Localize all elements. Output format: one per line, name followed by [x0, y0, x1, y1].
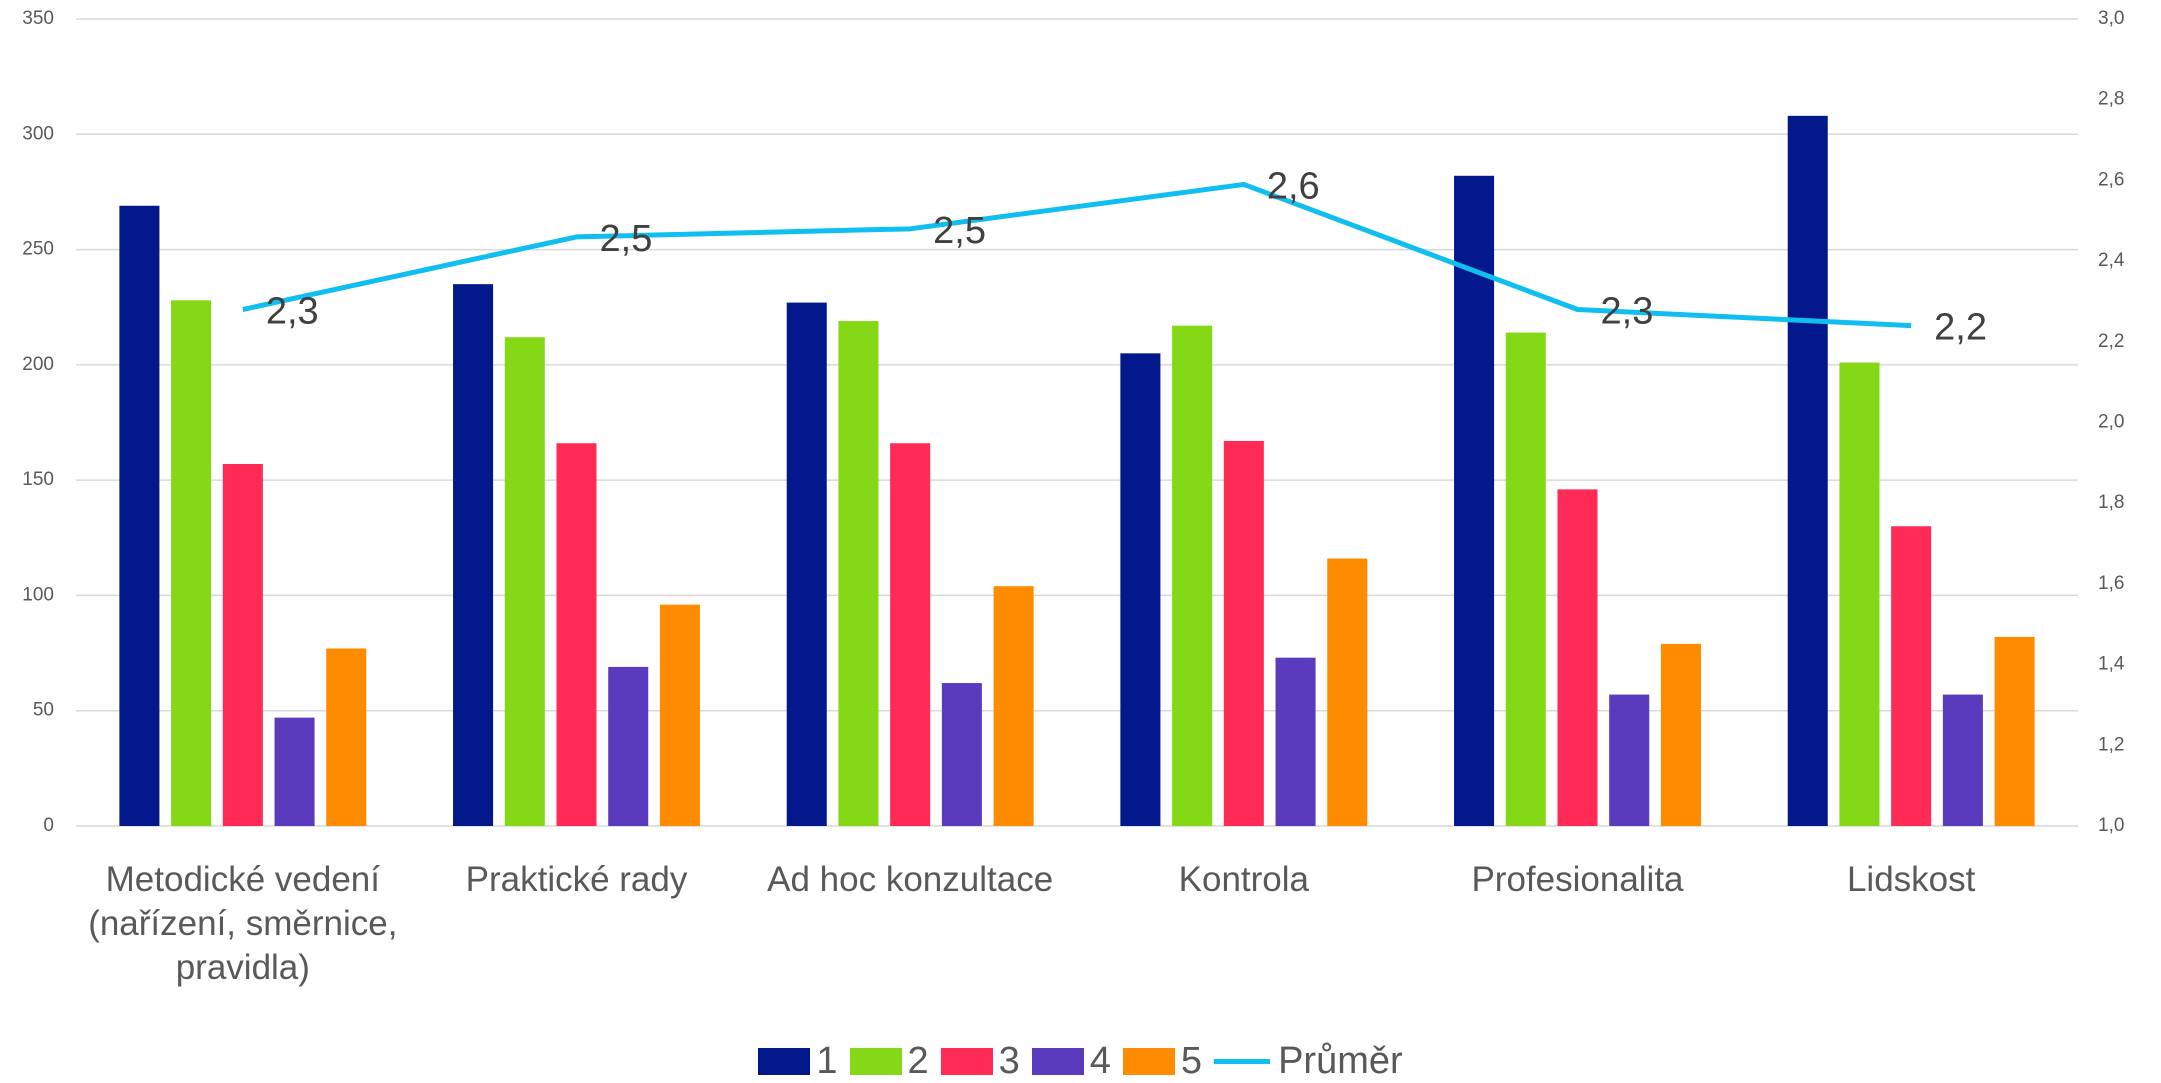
bar: [1120, 353, 1161, 826]
y-tick-label: 350: [22, 8, 54, 29]
y2-tick-label: 3,0: [2098, 8, 2124, 29]
bar: [453, 284, 494, 827]
bar: [838, 321, 879, 826]
legend-item: 5: [1122, 1040, 1203, 1083]
legend-item: 1: [758, 1040, 838, 1083]
bar: [1275, 657, 1316, 826]
y-tick-label: 0: [43, 815, 54, 836]
y2-tick-label: 1,0: [2098, 815, 2124, 836]
bar: [1942, 694, 1983, 826]
data-label: 2,3: [1601, 291, 1654, 333]
bar: [1994, 636, 2035, 826]
bar: [1327, 558, 1368, 826]
data-label: 2,6: [1267, 165, 1320, 207]
y-tick-label: 250: [22, 239, 54, 260]
legend-label: Průměr: [1278, 1040, 1403, 1082]
legend-label: 1: [816, 1040, 838, 1082]
x-tick-label: Profesionalita: [1471, 860, 1684, 899]
bar: [1787, 115, 1828, 827]
y2-tick-label: 2,0: [2098, 412, 2124, 433]
data-label: 2,2: [1934, 307, 1987, 349]
bar: [504, 337, 545, 826]
y-tick-label: 300: [22, 123, 54, 144]
data-label: 2,3: [266, 291, 319, 333]
bar: [941, 683, 982, 826]
legend-label: 5: [1180, 1040, 1203, 1082]
bar: [993, 586, 1034, 826]
bar: [1609, 694, 1650, 826]
bar: [1891, 526, 1932, 826]
y2-tick-label: 1,6: [2098, 573, 2124, 594]
bar: [274, 717, 315, 826]
x-tick-label: Metodické vedení (nařízení, směrnice, pr…: [88, 860, 398, 987]
legend-swatch: [758, 1048, 811, 1075]
y-tick-label: 200: [22, 354, 54, 375]
legend-swatch: [1031, 1048, 1084, 1075]
bar: [890, 443, 931, 826]
x-tick-label: Ad hoc konzultace: [767, 860, 1054, 899]
legend-item: Průměr: [1214, 1040, 1403, 1083]
legend-item: 3: [940, 1040, 1020, 1083]
bar: [1839, 362, 1880, 826]
legend-label: 3: [998, 1040, 1020, 1082]
legend-label: 2: [907, 1040, 929, 1082]
bar: [1557, 489, 1598, 826]
legend-swatch: [1122, 1048, 1175, 1075]
bar: [171, 300, 212, 827]
bar: [786, 302, 827, 826]
y2-tick-label: 1,4: [2098, 654, 2125, 675]
bar: [1223, 440, 1264, 826]
x-tick-label: Lidskost: [1846, 860, 1976, 899]
legend-swatch: [940, 1048, 993, 1075]
bar: [326, 648, 367, 826]
bar: [1505, 332, 1546, 826]
legend-swatch: [1214, 1059, 1271, 1064]
y2-tick-label: 2,6: [2098, 169, 2124, 190]
bar: [119, 205, 160, 826]
bar: [222, 464, 263, 826]
bar: [1454, 175, 1495, 826]
legend-label: 4: [1089, 1040, 1111, 1082]
y-tick-label: 50: [33, 700, 54, 721]
bar: [1172, 325, 1213, 826]
y-tick-label: 100: [22, 584, 54, 605]
y2-tick-label: 1,2: [2098, 734, 2124, 755]
data-label: 2,5: [933, 210, 986, 252]
legend-item: 4: [1031, 1040, 1111, 1083]
bar: [556, 443, 597, 826]
legend-item: 2: [849, 1040, 929, 1083]
x-tick-label: Kontrola: [1178, 860, 1310, 899]
y2-tick-label: 2,4: [2098, 250, 2125, 271]
bar: [608, 666, 649, 826]
legend: 1 2 3 4 5 Průměr: [0, 1040, 2161, 1083]
y-tick-label: 150: [22, 469, 54, 490]
bar: [1660, 643, 1701, 826]
y2-tick-label: 2,2: [2098, 331, 2124, 352]
y2-tick-label: 2,8: [2098, 89, 2124, 110]
bar: [659, 604, 700, 826]
x-tick-label: Praktické rady: [465, 860, 688, 899]
y2-tick-label: 1,8: [2098, 492, 2124, 513]
line: [242, 181, 1912, 329]
data-label: 2,5: [600, 218, 653, 260]
legend-swatch: [849, 1048, 902, 1075]
